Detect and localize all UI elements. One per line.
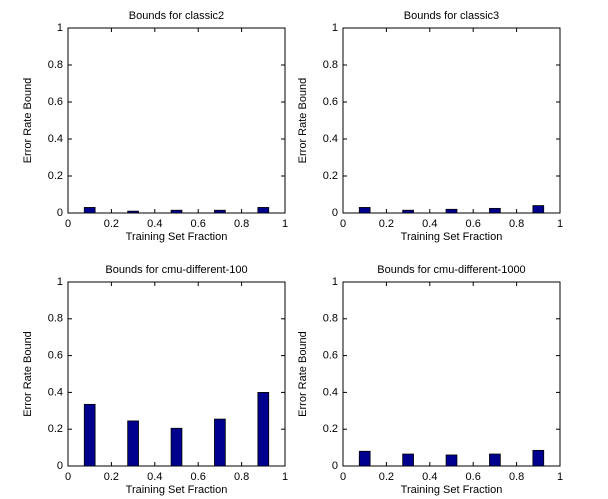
y-tick-label: 0.4: [48, 133, 63, 145]
y-tick-label: 0.6: [48, 96, 63, 108]
y-tick-label: 1: [57, 276, 63, 288]
x-axis-label: Training Set Fraction: [401, 231, 503, 243]
y-tick-label: 0.2: [323, 423, 338, 435]
y-tick-label: 0.4: [323, 386, 338, 398]
x-tick-label: 0: [65, 218, 71, 230]
chart-title: Bounds for classic3: [404, 10, 499, 22]
x-tick-label: 0.4: [147, 471, 162, 483]
x-tick-label: 0: [65, 471, 71, 483]
x-tick-label: 0.8: [234, 218, 249, 230]
y-tick-label: 0: [57, 460, 63, 472]
bar: [489, 453, 501, 467]
y-tick-label: 0.2: [48, 170, 63, 182]
y-tick-label: 0: [57, 207, 63, 219]
bar: [532, 205, 545, 214]
y-tick-label: 0.2: [48, 423, 63, 435]
x-tick-label: 1: [282, 471, 288, 483]
bar: [445, 208, 458, 214]
axes-box: [342, 281, 561, 467]
y-tick-label: 0.6: [323, 96, 338, 108]
y-tick-label: 0: [332, 460, 338, 472]
x-tick-label: 1: [557, 218, 563, 230]
y-tick-label: 0.8: [323, 59, 338, 71]
bar: [170, 427, 183, 467]
chart-title: Bounds for cmu-different-100: [105, 264, 247, 276]
axes-box: [67, 27, 286, 214]
y-tick-label: 0.8: [48, 59, 63, 71]
x-axis-label: Training Set Fraction: [401, 484, 503, 496]
y-tick-label: 1: [57, 22, 63, 34]
x-tick-label: 0.6: [466, 471, 481, 483]
y-tick-label: 0.4: [323, 133, 338, 145]
x-tick-label: 0.8: [509, 218, 524, 230]
x-tick-label: 0.4: [422, 218, 437, 230]
bar: [127, 210, 139, 214]
bar: [532, 449, 545, 467]
x-axis-label: Training Set Fraction: [126, 484, 228, 496]
x-tick-label: 0.4: [422, 471, 437, 483]
chart-title: Bounds for cmu-different-1000: [377, 264, 525, 276]
chart-title: Bounds for classic2: [129, 10, 224, 22]
bar: [127, 420, 139, 467]
bar: [83, 207, 96, 214]
x-tick-label: 0.6: [466, 218, 481, 230]
x-tick-label: 0: [340, 471, 346, 483]
x-axis-label: Training Set Fraction: [126, 231, 228, 243]
bar: [170, 209, 183, 214]
x-tick-label: 0.4: [147, 218, 162, 230]
y-tick-label: 0.4: [48, 386, 63, 398]
bar: [257, 391, 270, 467]
x-tick-label: 0.8: [509, 471, 524, 483]
y-tick-label: 0.8: [323, 313, 338, 325]
x-tick-label: 0.2: [104, 218, 119, 230]
y-tick-label: 1: [332, 22, 338, 34]
y-axis-label: Error Rate Bound: [297, 78, 309, 164]
y-tick-label: 1: [332, 276, 338, 288]
bar: [402, 453, 414, 467]
x-tick-label: 0: [340, 218, 346, 230]
y-axis-label: Error Rate Bound: [297, 331, 309, 417]
axes-box: [342, 27, 561, 214]
x-tick-label: 1: [282, 218, 288, 230]
y-axis-label: Error Rate Bound: [22, 78, 34, 164]
y-tick-label: 0: [332, 207, 338, 219]
bar: [83, 403, 96, 467]
x-tick-label: 0.6: [191, 218, 206, 230]
x-tick-label: 0.8: [234, 471, 249, 483]
bar: [358, 450, 371, 467]
x-tick-label: 0.6: [191, 471, 206, 483]
bar: [257, 207, 270, 214]
bar: [214, 209, 226, 214]
y-tick-label: 0.2: [323, 170, 338, 182]
x-tick-label: 0.2: [379, 471, 394, 483]
y-tick-label: 0.6: [323, 350, 338, 362]
x-tick-label: 0.2: [379, 218, 394, 230]
bar: [489, 207, 501, 214]
x-tick-label: 0.2: [104, 471, 119, 483]
y-tick-label: 0.8: [48, 313, 63, 325]
bar: [445, 454, 458, 467]
y-tick-label: 0.6: [48, 350, 63, 362]
y-axis-label: Error Rate Bound: [22, 331, 34, 417]
bar: [358, 207, 371, 214]
bar: [402, 209, 414, 214]
x-tick-label: 1: [557, 471, 563, 483]
bar: [214, 418, 226, 467]
